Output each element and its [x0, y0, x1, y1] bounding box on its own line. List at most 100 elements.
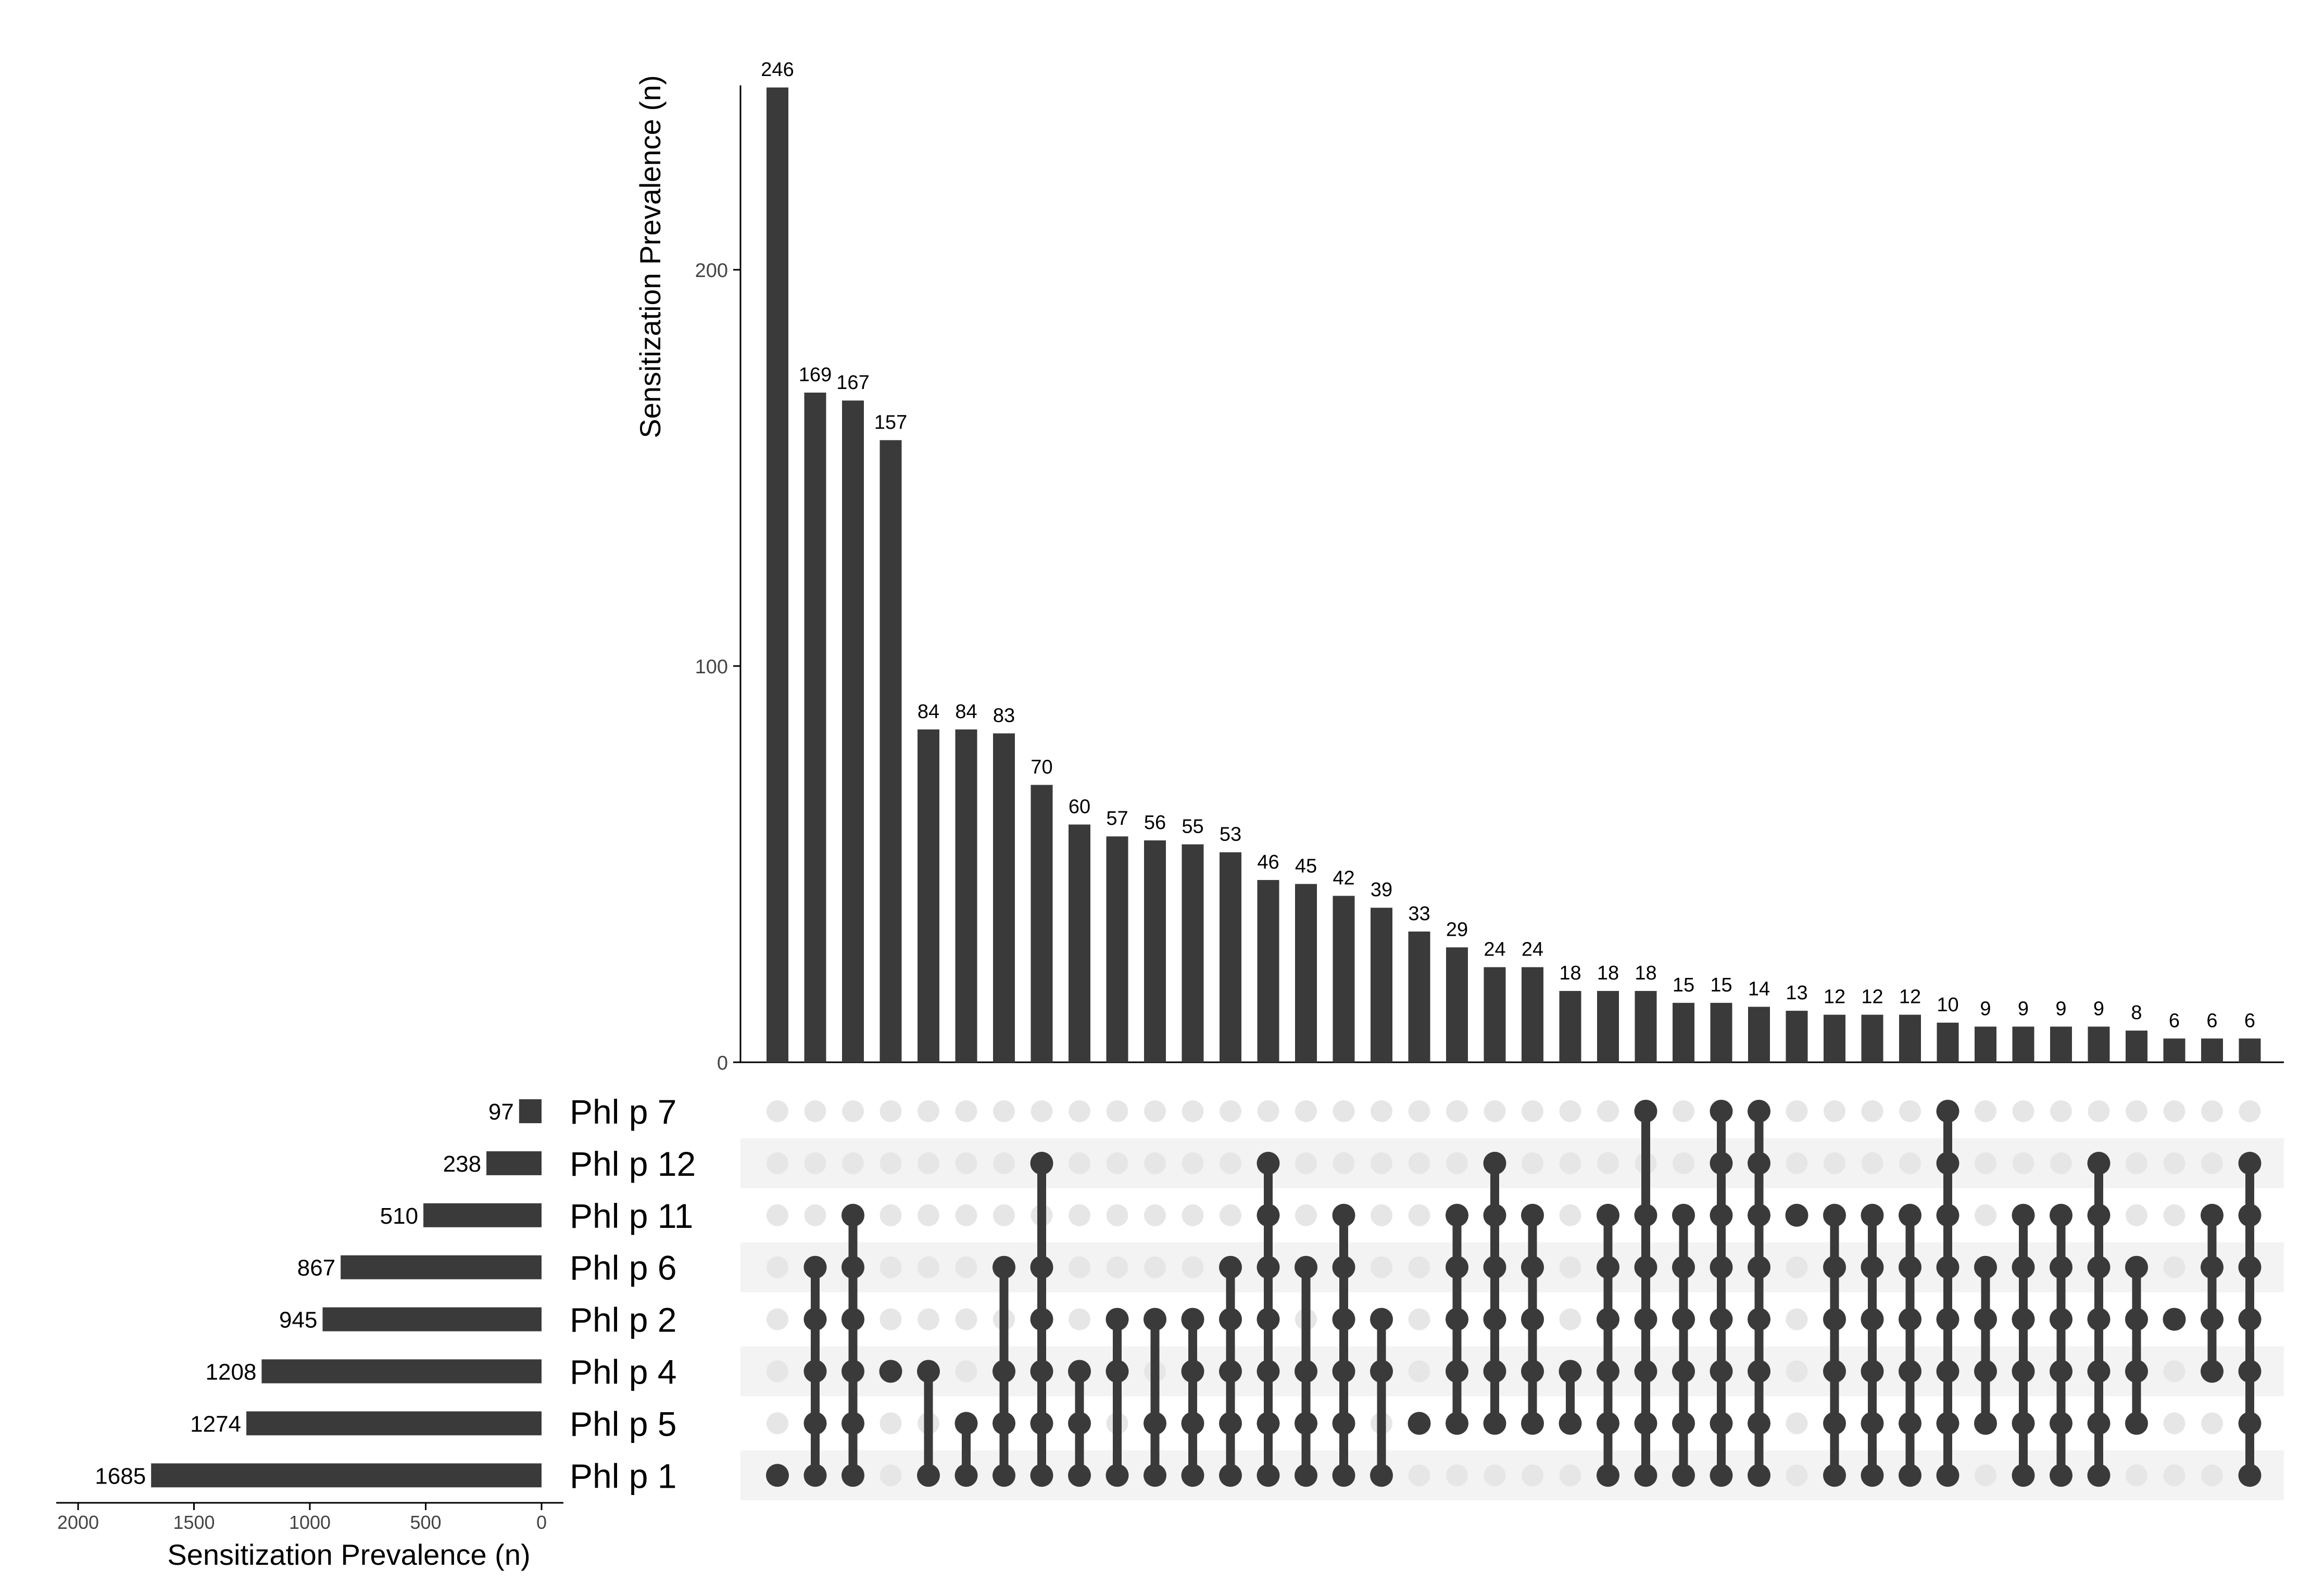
set-size-bar — [519, 1099, 542, 1123]
matrix-dot-inactive — [1975, 1464, 1996, 1487]
intersection-bar — [1182, 844, 1204, 1062]
matrix-dot-active — [2238, 1151, 2262, 1175]
matrix-dot-active — [1861, 1464, 1884, 1487]
matrix-dot-inactive — [1106, 1256, 1128, 1278]
matrix-dot-active — [1899, 1360, 1921, 1383]
matrix-dot-inactive — [842, 1152, 864, 1174]
matrix-dot-inactive — [1257, 1100, 1279, 1122]
matrix-dot-active — [1181, 1412, 1204, 1435]
matrix-dot-inactive — [1899, 1152, 1921, 1174]
matrix-dot-inactive — [1333, 1152, 1355, 1174]
set-size-value-label: 1208 — [206, 1360, 257, 1385]
matrix-dot-inactive — [1408, 1360, 1430, 1383]
matrix-dot-inactive — [880, 1152, 902, 1174]
matrix-dot-inactive — [1220, 1152, 1241, 1174]
matrix-dot-active — [1710, 1360, 1733, 1383]
matrix-dot-active — [1521, 1255, 1544, 1279]
matrix-dot-active — [1370, 1360, 1393, 1383]
set-name-label: Phl p 12 — [570, 1145, 696, 1183]
matrix-dot-active — [2012, 1203, 2035, 1227]
matrix-dot-inactive — [1031, 1100, 1053, 1122]
intersection-value-label: 60 — [1069, 796, 1090, 818]
matrix-dot-active — [1446, 1360, 1468, 1383]
matrix-dot-active — [1634, 1360, 1657, 1383]
matrix-dot-active — [1634, 1100, 1657, 1123]
matrix-dot-active — [1521, 1308, 1544, 1331]
intersection-bar — [1861, 1014, 1883, 1062]
matrix-dot-active — [1483, 1360, 1506, 1383]
matrix-dot-inactive — [1522, 1464, 1543, 1487]
matrix-dot-inactive — [1408, 1152, 1430, 1174]
matrix-dot-active — [1672, 1308, 1695, 1331]
matrix-dot-active — [2238, 1360, 2262, 1383]
matrix-dot-inactive — [955, 1100, 977, 1122]
intersection-bar — [1559, 991, 1581, 1062]
intersection-bar — [2201, 1038, 2223, 1062]
matrix-dot-inactive — [2163, 1152, 2185, 1174]
matrix-dot-inactive — [1559, 1464, 1581, 1487]
matrix-dot-inactive — [1446, 1152, 1468, 1174]
matrix-dot-inactive — [804, 1100, 826, 1122]
matrix-dot-active — [1332, 1464, 1355, 1487]
matrix-dot-active — [1748, 1100, 1770, 1123]
matrix-dot-active — [993, 1412, 1015, 1435]
matrix-dot-inactive — [1069, 1152, 1090, 1174]
matrix-dot-active — [841, 1464, 864, 1487]
set-size-value-label: 510 — [380, 1203, 418, 1229]
matrix-dot-inactive — [1144, 1152, 1166, 1174]
matrix-dot-inactive — [1371, 1100, 1392, 1122]
matrix-dot-active — [1332, 1255, 1355, 1279]
matrix-dot-active — [2050, 1255, 2072, 1279]
matrix-dot-active — [1634, 1203, 1657, 1227]
matrix-dot-active — [2050, 1360, 2072, 1383]
intersection-value-label: 83 — [993, 705, 1015, 726]
matrix-dot-active — [2050, 1203, 2072, 1227]
matrix-dot-active — [1710, 1255, 1733, 1279]
intersection-value-label: 55 — [1182, 815, 1203, 837]
matrix-dot-active — [1559, 1360, 1582, 1383]
matrix-dot-inactive — [767, 1100, 788, 1122]
matrix-dot-active — [1597, 1412, 1619, 1435]
matrix-dot-inactive — [1786, 1100, 1808, 1122]
matrix-dot-active — [1936, 1151, 1959, 1175]
matrix-dot-active — [1634, 1255, 1657, 1279]
intersection-bar — [804, 392, 826, 1063]
matrix-dot-active — [2087, 1464, 2111, 1487]
matrix-dot-active — [841, 1255, 864, 1279]
matrix-dot-inactive — [1786, 1412, 1808, 1435]
matrix-dot-active — [1936, 1464, 1959, 1487]
set-size-x-tick-label: 1500 — [173, 1512, 215, 1533]
matrix-dot-inactive — [767, 1204, 788, 1226]
matrix-dot-active — [2201, 1308, 2223, 1331]
matrix-dot-active — [1899, 1412, 1921, 1435]
intersection-bar — [2088, 1026, 2110, 1062]
matrix-dot-active — [1899, 1464, 1921, 1487]
matrix-dot-active — [2050, 1464, 2072, 1487]
intersection-value-label: 84 — [955, 701, 977, 723]
intersection-value-label: 6 — [2169, 1010, 2180, 1032]
matrix-dot-inactive — [1522, 1152, 1543, 1174]
intersection-bar — [2126, 1031, 2147, 1062]
matrix-dot-active — [1446, 1203, 1468, 1227]
matrix-dot-active — [879, 1360, 902, 1383]
intersection-bar — [1371, 908, 1392, 1062]
matrix-dot-active — [1483, 1203, 1506, 1227]
set-size-bars — [151, 1099, 542, 1488]
matrix-dot-active — [803, 1308, 827, 1331]
matrix-dot-active — [1861, 1203, 1884, 1227]
matrix-dot-active — [1748, 1360, 1770, 1383]
matrix-dot-active — [2125, 1412, 2148, 1435]
matrix-dot-active — [993, 1255, 1015, 1279]
matrix-dot-inactive — [1786, 1256, 1808, 1278]
matrix-dot-inactive — [804, 1204, 826, 1226]
matrix-dot-inactive — [2201, 1100, 2223, 1122]
matrix-dot-active — [2238, 1255, 2262, 1279]
intersection-bar — [1748, 1007, 1770, 1062]
matrix-dot-active — [1974, 1360, 1997, 1383]
intersection-bar — [1597, 991, 1619, 1062]
matrix-dot-active — [1672, 1412, 1695, 1435]
matrix-dot-active — [1936, 1255, 1959, 1279]
intersection-bar — [1899, 1014, 1921, 1062]
matrix-dot-active — [1899, 1203, 1921, 1227]
matrix-dot-inactive — [880, 1308, 902, 1330]
